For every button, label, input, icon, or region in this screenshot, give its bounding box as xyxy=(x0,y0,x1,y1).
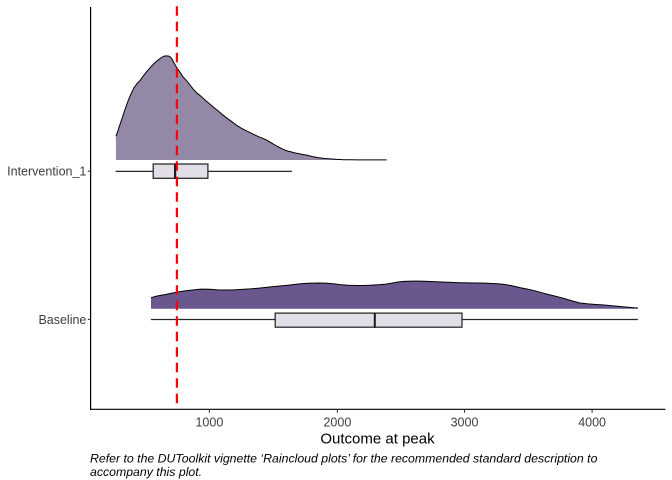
svg-text:Outcome at peak: Outcome at peak xyxy=(320,431,435,448)
svg-text:1000: 1000 xyxy=(195,415,223,429)
svg-text:Baseline: Baseline xyxy=(38,313,86,327)
svg-text:2000: 2000 xyxy=(323,415,351,429)
svg-text:accompany this plot.: accompany this plot. xyxy=(90,465,202,479)
svg-text:4000: 4000 xyxy=(578,415,606,429)
svg-text:Intervention_1: Intervention_1 xyxy=(7,165,86,179)
svg-text:Refer to the DUToolkit vignett: Refer to the DUToolkit vignette ‘Rainclo… xyxy=(90,452,598,466)
svg-text:3000: 3000 xyxy=(451,415,479,429)
